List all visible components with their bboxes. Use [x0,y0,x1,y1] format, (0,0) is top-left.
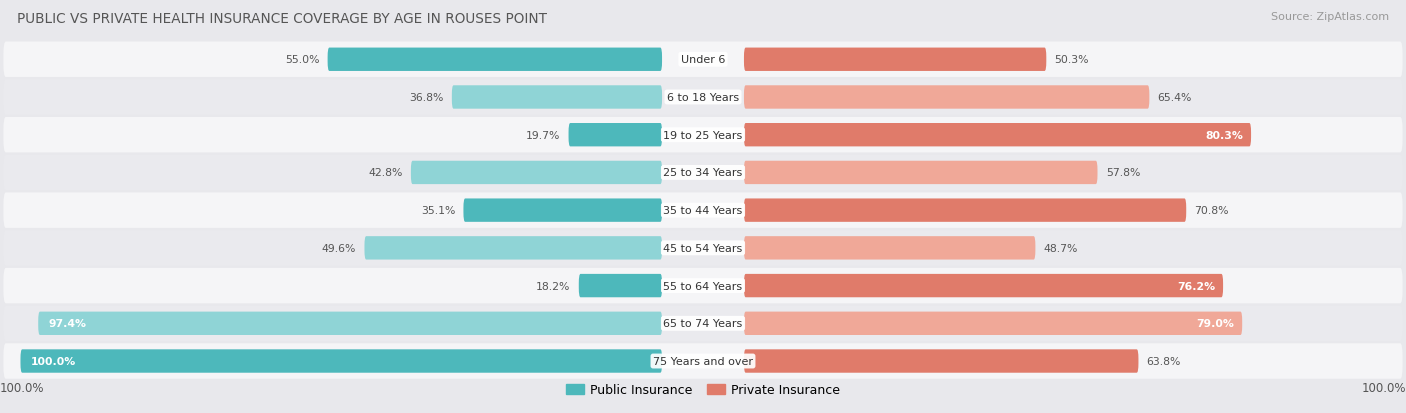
Text: 70.8%: 70.8% [1195,206,1229,216]
Text: PUBLIC VS PRIVATE HEALTH INSURANCE COVERAGE BY AGE IN ROUSES POINT: PUBLIC VS PRIVATE HEALTH INSURANCE COVER… [17,12,547,26]
FancyBboxPatch shape [744,312,1241,335]
Text: 100.0%: 100.0% [0,382,45,394]
Text: 48.7%: 48.7% [1043,243,1078,253]
FancyBboxPatch shape [328,48,662,72]
FancyBboxPatch shape [364,237,662,260]
FancyBboxPatch shape [744,161,1098,185]
Text: 25 to 34 Years: 25 to 34 Years [664,168,742,178]
FancyBboxPatch shape [3,43,1403,78]
FancyBboxPatch shape [744,349,1139,373]
FancyBboxPatch shape [3,80,1403,115]
FancyBboxPatch shape [744,199,1187,222]
FancyBboxPatch shape [451,86,662,109]
Text: 76.2%: 76.2% [1177,281,1215,291]
Text: 63.8%: 63.8% [1147,356,1181,366]
Text: Source: ZipAtlas.com: Source: ZipAtlas.com [1271,12,1389,22]
Text: 65.4%: 65.4% [1157,93,1192,103]
Text: 6 to 18 Years: 6 to 18 Years [666,93,740,103]
Text: 35 to 44 Years: 35 to 44 Years [664,206,742,216]
Text: 75 Years and over: 75 Years and over [652,356,754,366]
Text: 49.6%: 49.6% [322,243,356,253]
FancyBboxPatch shape [744,237,1035,260]
FancyBboxPatch shape [744,124,1251,147]
Text: 55.0%: 55.0% [285,55,319,65]
Text: 18.2%: 18.2% [536,281,571,291]
FancyBboxPatch shape [3,193,1403,228]
FancyBboxPatch shape [568,124,662,147]
FancyBboxPatch shape [744,274,1223,297]
FancyBboxPatch shape [3,268,1403,304]
FancyBboxPatch shape [3,155,1403,191]
Text: 57.8%: 57.8% [1105,168,1140,178]
Text: 80.3%: 80.3% [1205,131,1243,140]
Text: 79.0%: 79.0% [1197,318,1234,328]
FancyBboxPatch shape [3,230,1403,266]
Text: 19 to 25 Years: 19 to 25 Years [664,131,742,140]
Text: 42.8%: 42.8% [368,168,402,178]
FancyBboxPatch shape [744,86,1149,109]
Text: Under 6: Under 6 [681,55,725,65]
Text: 100.0%: 100.0% [31,356,76,366]
Text: 36.8%: 36.8% [409,93,444,103]
FancyBboxPatch shape [3,306,1403,341]
FancyBboxPatch shape [3,118,1403,153]
Text: 100.0%: 100.0% [1361,382,1406,394]
Text: 50.3%: 50.3% [1054,55,1090,65]
Text: 55 to 64 Years: 55 to 64 Years [664,281,742,291]
FancyBboxPatch shape [744,48,1046,72]
FancyBboxPatch shape [464,199,662,222]
Text: 97.4%: 97.4% [48,318,86,328]
Text: 45 to 54 Years: 45 to 54 Years [664,243,742,253]
Text: 65 to 74 Years: 65 to 74 Years [664,318,742,328]
Text: 35.1%: 35.1% [420,206,456,216]
FancyBboxPatch shape [21,349,662,373]
FancyBboxPatch shape [579,274,662,297]
Text: 19.7%: 19.7% [526,131,561,140]
FancyBboxPatch shape [411,161,662,185]
Legend: Public Insurance, Private Insurance: Public Insurance, Private Insurance [561,378,845,401]
FancyBboxPatch shape [3,344,1403,379]
FancyBboxPatch shape [38,312,662,335]
